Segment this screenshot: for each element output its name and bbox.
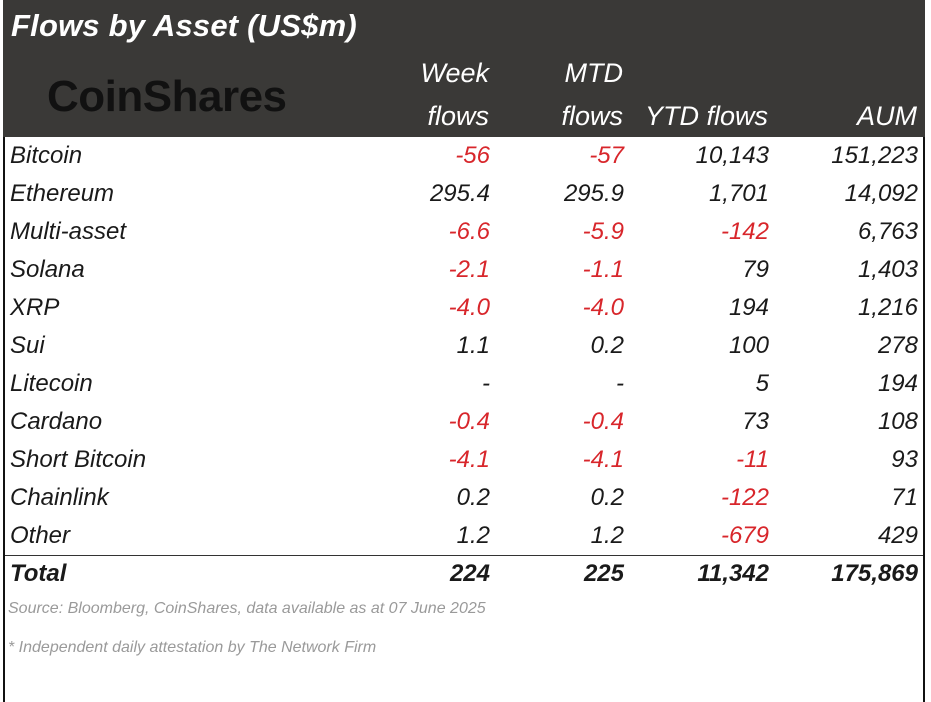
cell-ytd: -142 bbox=[720, 218, 769, 245]
cell-mtd: -57 bbox=[589, 142, 624, 169]
row-label-ethereum: Ethereum bbox=[10, 180, 115, 207]
row-label-multi-asset: Multi-asset bbox=[10, 218, 127, 245]
cell-aum: 278 bbox=[877, 332, 918, 359]
col-ytd-header: YTD flows bbox=[644, 101, 768, 131]
cell-week: -56 bbox=[455, 142, 490, 169]
row-label-short-bitcoin: Short Bitcoin bbox=[10, 446, 147, 473]
cell-week: -0.4 bbox=[448, 408, 490, 435]
col-week-line1: Week bbox=[420, 58, 489, 88]
cell-ytd: -679 bbox=[720, 522, 769, 549]
cell-week: 295.4 bbox=[429, 180, 490, 207]
cell-mtd: 0.2 bbox=[590, 332, 624, 359]
cell-ytd: 73 bbox=[742, 408, 769, 435]
cell-mtd: -4.0 bbox=[582, 294, 624, 321]
cell-ytd: -122 bbox=[720, 484, 769, 511]
cell-week: - bbox=[482, 370, 490, 397]
cell-ytd: 1,701 bbox=[708, 180, 769, 207]
row-label-chainlink: Chainlink bbox=[10, 484, 109, 511]
cell-week: -2.1 bbox=[448, 256, 490, 283]
cell-mtd: 0.2 bbox=[590, 484, 624, 511]
total-divider bbox=[5, 555, 923, 556]
row-label-other: Other bbox=[10, 522, 71, 549]
cell-mtd: - bbox=[616, 370, 624, 397]
col-mtd-line2: flows bbox=[561, 101, 623, 131]
row-label-sui: Sui bbox=[10, 332, 45, 359]
total-row-label: Total bbox=[10, 560, 67, 587]
cell-week: -4.1 bbox=[448, 446, 490, 473]
cell-mtd: 1.2 bbox=[590, 522, 624, 549]
row-label-bitcoin: Bitcoin bbox=[10, 142, 83, 169]
total-ytd: 11,342 bbox=[697, 560, 769, 587]
cell-week: -6.6 bbox=[448, 218, 490, 245]
total-week: 224 bbox=[449, 560, 490, 587]
cell-mtd: -4.1 bbox=[582, 446, 624, 473]
col-mtd-line1: MTD bbox=[564, 58, 623, 88]
cell-mtd: 295.9 bbox=[563, 180, 624, 207]
cell-week: 1.1 bbox=[456, 332, 490, 359]
cell-ytd: -11 bbox=[736, 446, 769, 473]
col-week-line2: flows bbox=[427, 101, 489, 131]
cell-mtd: -5.9 bbox=[582, 218, 624, 245]
cell-aum: 108 bbox=[877, 408, 918, 435]
cell-week: 0.2 bbox=[456, 484, 490, 511]
total-aum: 175,869 bbox=[831, 560, 918, 587]
table-frame bbox=[3, 0, 925, 702]
cell-aum: 1,216 bbox=[857, 294, 918, 321]
cell-aum: 429 bbox=[877, 522, 918, 549]
cell-ytd: 10,143 bbox=[695, 142, 769, 169]
table-title: Flows by Asset (US$m) bbox=[11, 8, 357, 43]
row-label-cardano: Cardano bbox=[10, 408, 103, 435]
attestation-note: * Independent daily attestation by The N… bbox=[8, 639, 377, 656]
coinshares-logo: CoinShares bbox=[47, 72, 287, 121]
row-label-litecoin: Litecoin bbox=[10, 370, 93, 397]
row-label-xrp: XRP bbox=[10, 294, 60, 321]
source-note: Source: Bloomberg, CoinShares, data avai… bbox=[8, 600, 486, 617]
cell-aum: 151,223 bbox=[831, 142, 918, 169]
row-label-solana: Solana bbox=[10, 256, 85, 283]
cell-aum: 14,092 bbox=[844, 180, 918, 207]
cell-ytd: 194 bbox=[728, 294, 769, 321]
cell-ytd: 5 bbox=[755, 370, 769, 397]
cell-mtd: -1.1 bbox=[582, 256, 624, 283]
cell-aum: 194 bbox=[877, 370, 918, 397]
table-header: Flows by Asset (US$m) CoinShares Week fl… bbox=[3, 0, 925, 137]
cell-ytd: 100 bbox=[728, 332, 769, 359]
cell-week: 1.2 bbox=[456, 522, 490, 549]
cell-aum: 6,763 bbox=[857, 218, 918, 245]
total-mtd: 225 bbox=[583, 560, 624, 587]
cell-mtd: -0.4 bbox=[582, 408, 624, 435]
cell-aum: 71 bbox=[891, 484, 918, 511]
cell-ytd: 79 bbox=[742, 256, 769, 283]
cell-aum: 1,403 bbox=[857, 256, 918, 283]
cell-aum: 93 bbox=[891, 446, 918, 473]
col-aum-header: AUM bbox=[857, 101, 917, 131]
cell-week: -4.0 bbox=[448, 294, 490, 321]
